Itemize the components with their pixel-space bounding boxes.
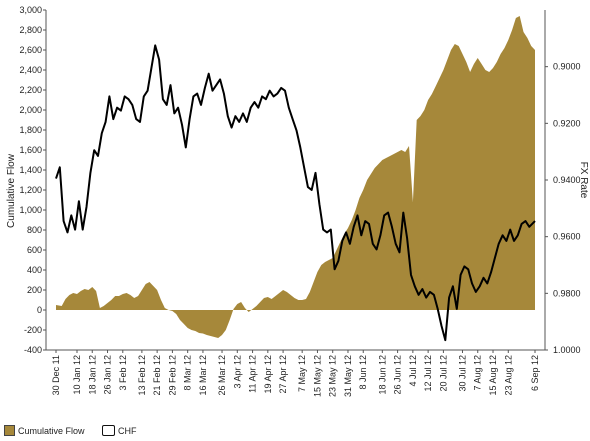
x-tick-label: 16 Mar 12 (198, 355, 208, 396)
legend-item-cumulative-flow[interactable]: Cumulative Flow (4, 425, 85, 437)
x-tick-label: 15 May 12 (312, 355, 322, 397)
left-tick-label: 2,400 (19, 65, 42, 75)
cumulative-flow-area-layer (56, 16, 535, 338)
x-tick-label: 26 Jan 12 (103, 355, 113, 395)
x-tick-label: 8 Jun 12 (358, 355, 368, 390)
legend-item-chf[interactable]: CHF (102, 425, 137, 437)
x-tick-label: 18 Jun 12 (377, 355, 387, 395)
left-tick-label: -400 (24, 345, 42, 355)
x-tick-label: 21 Feb 12 (152, 355, 162, 396)
left-tick-label: 1,800 (19, 125, 42, 135)
right-axis-title: FX Rate (578, 162, 589, 199)
left-tick-label: 2,800 (19, 25, 42, 35)
left-axis-ticks: -400 -200 0 200 400 600 800 1,000 1,200 1,400 1,60… (19, 5, 46, 355)
left-tick-label: 2,000 (19, 105, 42, 115)
x-tick-label: 10 Jan 12 (72, 355, 82, 395)
x-tick-label: 18 Jan 12 (87, 355, 97, 395)
x-tick-label: 29 Feb 12 (167, 355, 177, 396)
x-tick-label: 26 Mar 12 (217, 355, 227, 396)
left-tick-label: 1,000 (19, 205, 42, 215)
x-tick-label: 23 Aug 12 (503, 355, 513, 396)
x-tick-label: 4 Jul 12 (408, 355, 418, 387)
x-tick-label: 20 Jul 12 (438, 355, 448, 392)
left-tick-label: 1,600 (19, 145, 42, 155)
right-tick-label: 0.9200 (553, 118, 581, 128)
x-axis-ticks: 30 Dec 11 10 Jan 12 18 Jan 12 26 Jan 12 3 Fe… (51, 350, 540, 397)
right-tick-label: 0.9000 (553, 62, 581, 72)
x-tick-label: 30 Dec 11 (51, 355, 61, 395)
x-tick-label: 6 Sep 12 (530, 355, 540, 391)
right-tick-label: 0.9800 (553, 288, 581, 298)
x-tick-label: 30 Jul 12 (458, 355, 468, 392)
x-tick-label: 23 May 12 (328, 355, 338, 397)
right-tick-label: 1.0000 (553, 345, 581, 355)
x-tick-label: 8 Mar 12 (183, 355, 193, 391)
x-tick-label: 31 May 12 (343, 355, 353, 397)
left-tick-label: 0 (37, 305, 42, 315)
legend-label-cumulative-flow: Cumulative Flow (18, 425, 85, 436)
right-axis-ticks: 0.9000 0.9200 0.9400 0.9600 0.9800 1.0000 (545, 62, 581, 355)
legend-swatch-area (4, 425, 15, 437)
left-tick-label: 600 (27, 245, 42, 255)
right-tick-label: 0.9600 (553, 232, 581, 242)
cumulative-flow-area (56, 16, 535, 338)
legend-label-chf: CHF (118, 425, 137, 436)
x-tick-label: 7 Aug 12 (473, 355, 483, 391)
left-tick-label: 1,200 (19, 185, 42, 195)
left-tick-label: 400 (27, 265, 42, 275)
left-tick-label: 800 (27, 225, 42, 235)
legend-swatch-line (102, 425, 115, 437)
left-tick-label: -200 (24, 325, 42, 335)
left-tick-label: 200 (27, 285, 42, 295)
x-tick-label: 11 Apr 12 (248, 355, 258, 393)
x-tick-label: 27 Apr 12 (278, 355, 288, 394)
chf-line (55, 44, 536, 342)
x-tick-label: 3 Apr 12 (232, 355, 242, 389)
x-tick-label: 7 May 12 (297, 355, 307, 392)
x-tick-label: 15 Aug 12 (488, 355, 498, 396)
left-tick-label: 3,000 (19, 5, 42, 15)
x-tick-label: 12 Jul 12 (423, 355, 433, 392)
left-tick-label: 2,200 (19, 85, 42, 95)
left-tick-label: 1,400 (19, 165, 42, 175)
x-tick-label: 3 Feb 12 (118, 355, 128, 391)
x-tick-label: 13 Feb 12 (137, 355, 147, 396)
right-tick-label: 0.9400 (553, 175, 581, 185)
left-axis-title: Cumulative Flow (6, 153, 17, 228)
x-tick-label: 19 Apr 12 (263, 355, 273, 394)
chf-line-layer (55, 44, 536, 342)
x-tick-label: 26 Jun 12 (393, 355, 403, 395)
left-tick-label: 2,600 (19, 45, 42, 55)
